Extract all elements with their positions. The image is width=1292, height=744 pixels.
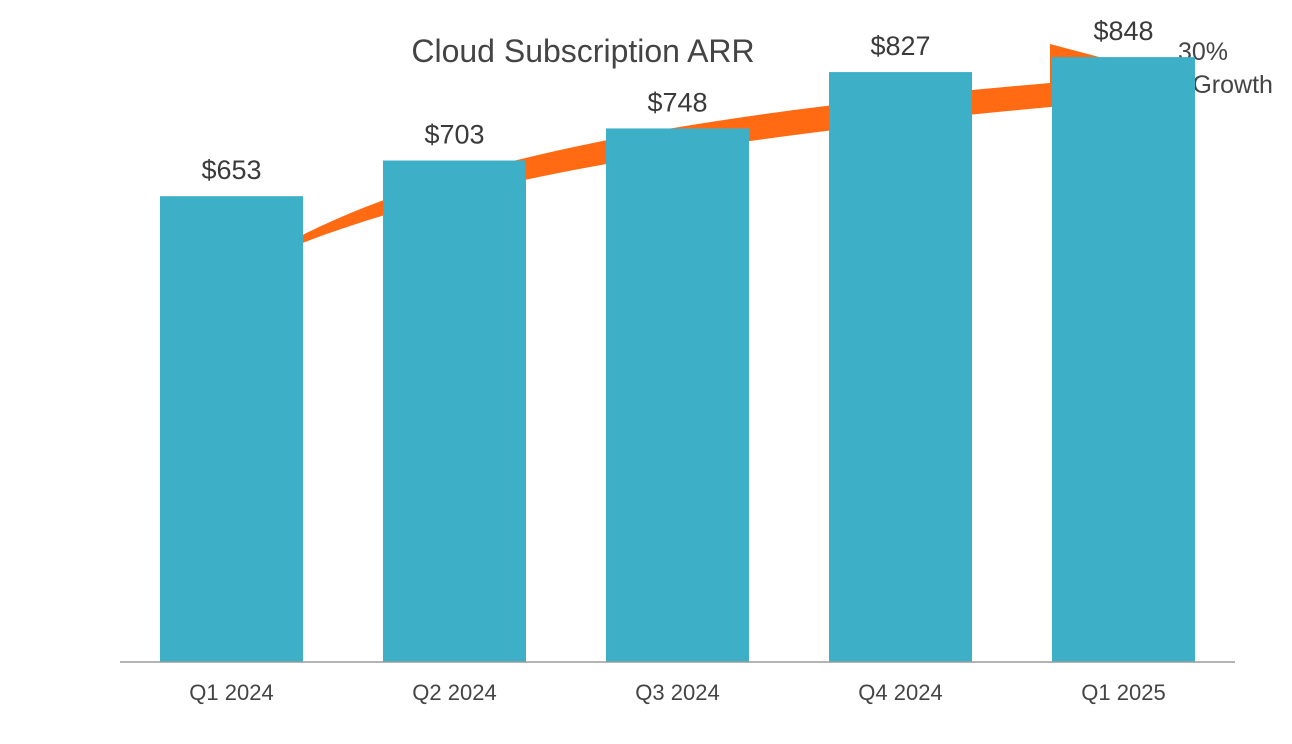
x-tick-label: Q4 2024 [858, 680, 942, 705]
bar-q1-2024 [160, 196, 303, 662]
bar-q1-2025 [1052, 57, 1195, 663]
x-tick-label: Q3 2024 [635, 680, 719, 705]
chart-title: Cloud Subscription ARR [411, 33, 754, 69]
data-label: $703 [424, 120, 484, 150]
data-label: $827 [870, 31, 930, 61]
bar-q3-2024 [606, 128, 749, 663]
data-label: $653 [201, 155, 261, 185]
x-tick-label: Q1 2024 [189, 680, 273, 705]
data-label: $748 [647, 87, 707, 117]
data-label: $848 [1093, 16, 1153, 46]
x-tick-label: Q2 2024 [412, 680, 496, 705]
bar-q2-2024 [383, 160, 526, 662]
bar-q4-2024 [829, 72, 972, 662]
x-tick-label: Q1 2025 [1081, 680, 1165, 705]
